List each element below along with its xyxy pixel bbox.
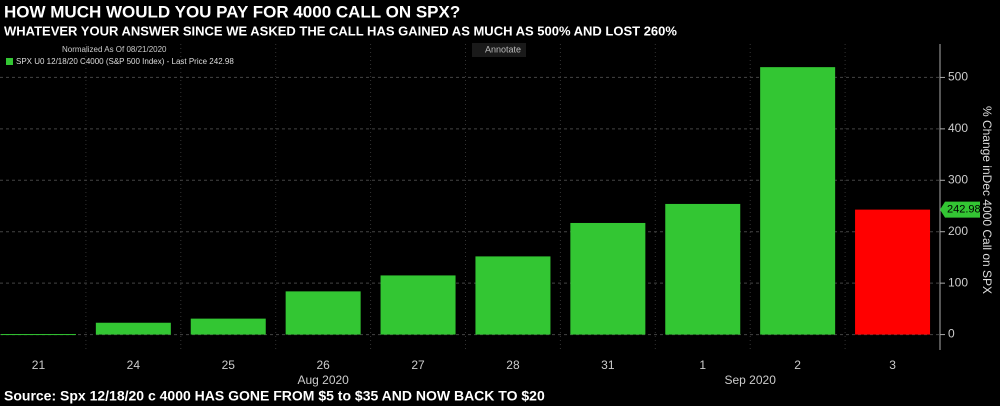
y-tick-label: 200 <box>948 224 968 238</box>
x-tick-label: 1 <box>699 358 706 372</box>
last-value-label: 242.98 <box>947 204 981 216</box>
x-tick-label: 24 <box>127 358 141 372</box>
legend-label: SPX U0 12/18/20 C4000 (S&P 500 Index) - … <box>16 57 234 66</box>
bar <box>190 318 266 335</box>
bar <box>570 222 646 335</box>
chart-title: HOW MUCH WOULD YOU PAY FOR 4000 CALL ON … <box>4 2 460 21</box>
y-tick-label: 100 <box>948 275 968 289</box>
bar <box>760 67 836 335</box>
normalized-note: Normalized As Of 08/21/2020 <box>62 45 167 54</box>
x-tick-label: 3 <box>889 358 896 372</box>
bar <box>0 334 76 336</box>
bar <box>665 203 741 335</box>
x-tick-label: 28 <box>506 358 520 372</box>
legend-swatch <box>6 58 13 65</box>
chart-subtitle: WHATEVER YOUR ANSWER SINCE WE ASKED THE … <box>4 23 677 38</box>
bar <box>95 322 171 335</box>
last-value-marker <box>940 201 980 218</box>
bar <box>380 275 456 335</box>
x-tick-label: 21 <box>32 358 46 372</box>
y-tick-label: 400 <box>948 121 968 135</box>
y-axis-title: % Change inDec 4000 Call on SPX <box>980 106 994 294</box>
annotate-label[interactable]: Annotate <box>485 44 521 54</box>
bar <box>285 291 361 335</box>
x-tick-label: 27 <box>411 358 425 372</box>
bar <box>475 256 551 335</box>
y-tick-label: 0 <box>948 327 955 341</box>
bar <box>855 209 931 335</box>
source-note: Source: Spx 12/18/20 c 4000 HAS GONE FRO… <box>4 388 545 404</box>
x-group-label: Aug 2020 <box>297 373 349 387</box>
y-tick-label: 500 <box>948 70 968 84</box>
x-tick-label: 2 <box>794 358 801 372</box>
x-tick-label: 25 <box>222 358 236 372</box>
x-group-label: Sep 2020 <box>725 373 777 387</box>
x-tick-label: 26 <box>316 358 330 372</box>
y-tick-label: 300 <box>948 172 968 186</box>
x-tick-label: 31 <box>601 358 615 372</box>
annotate-button[interactable] <box>472 43 526 57</box>
